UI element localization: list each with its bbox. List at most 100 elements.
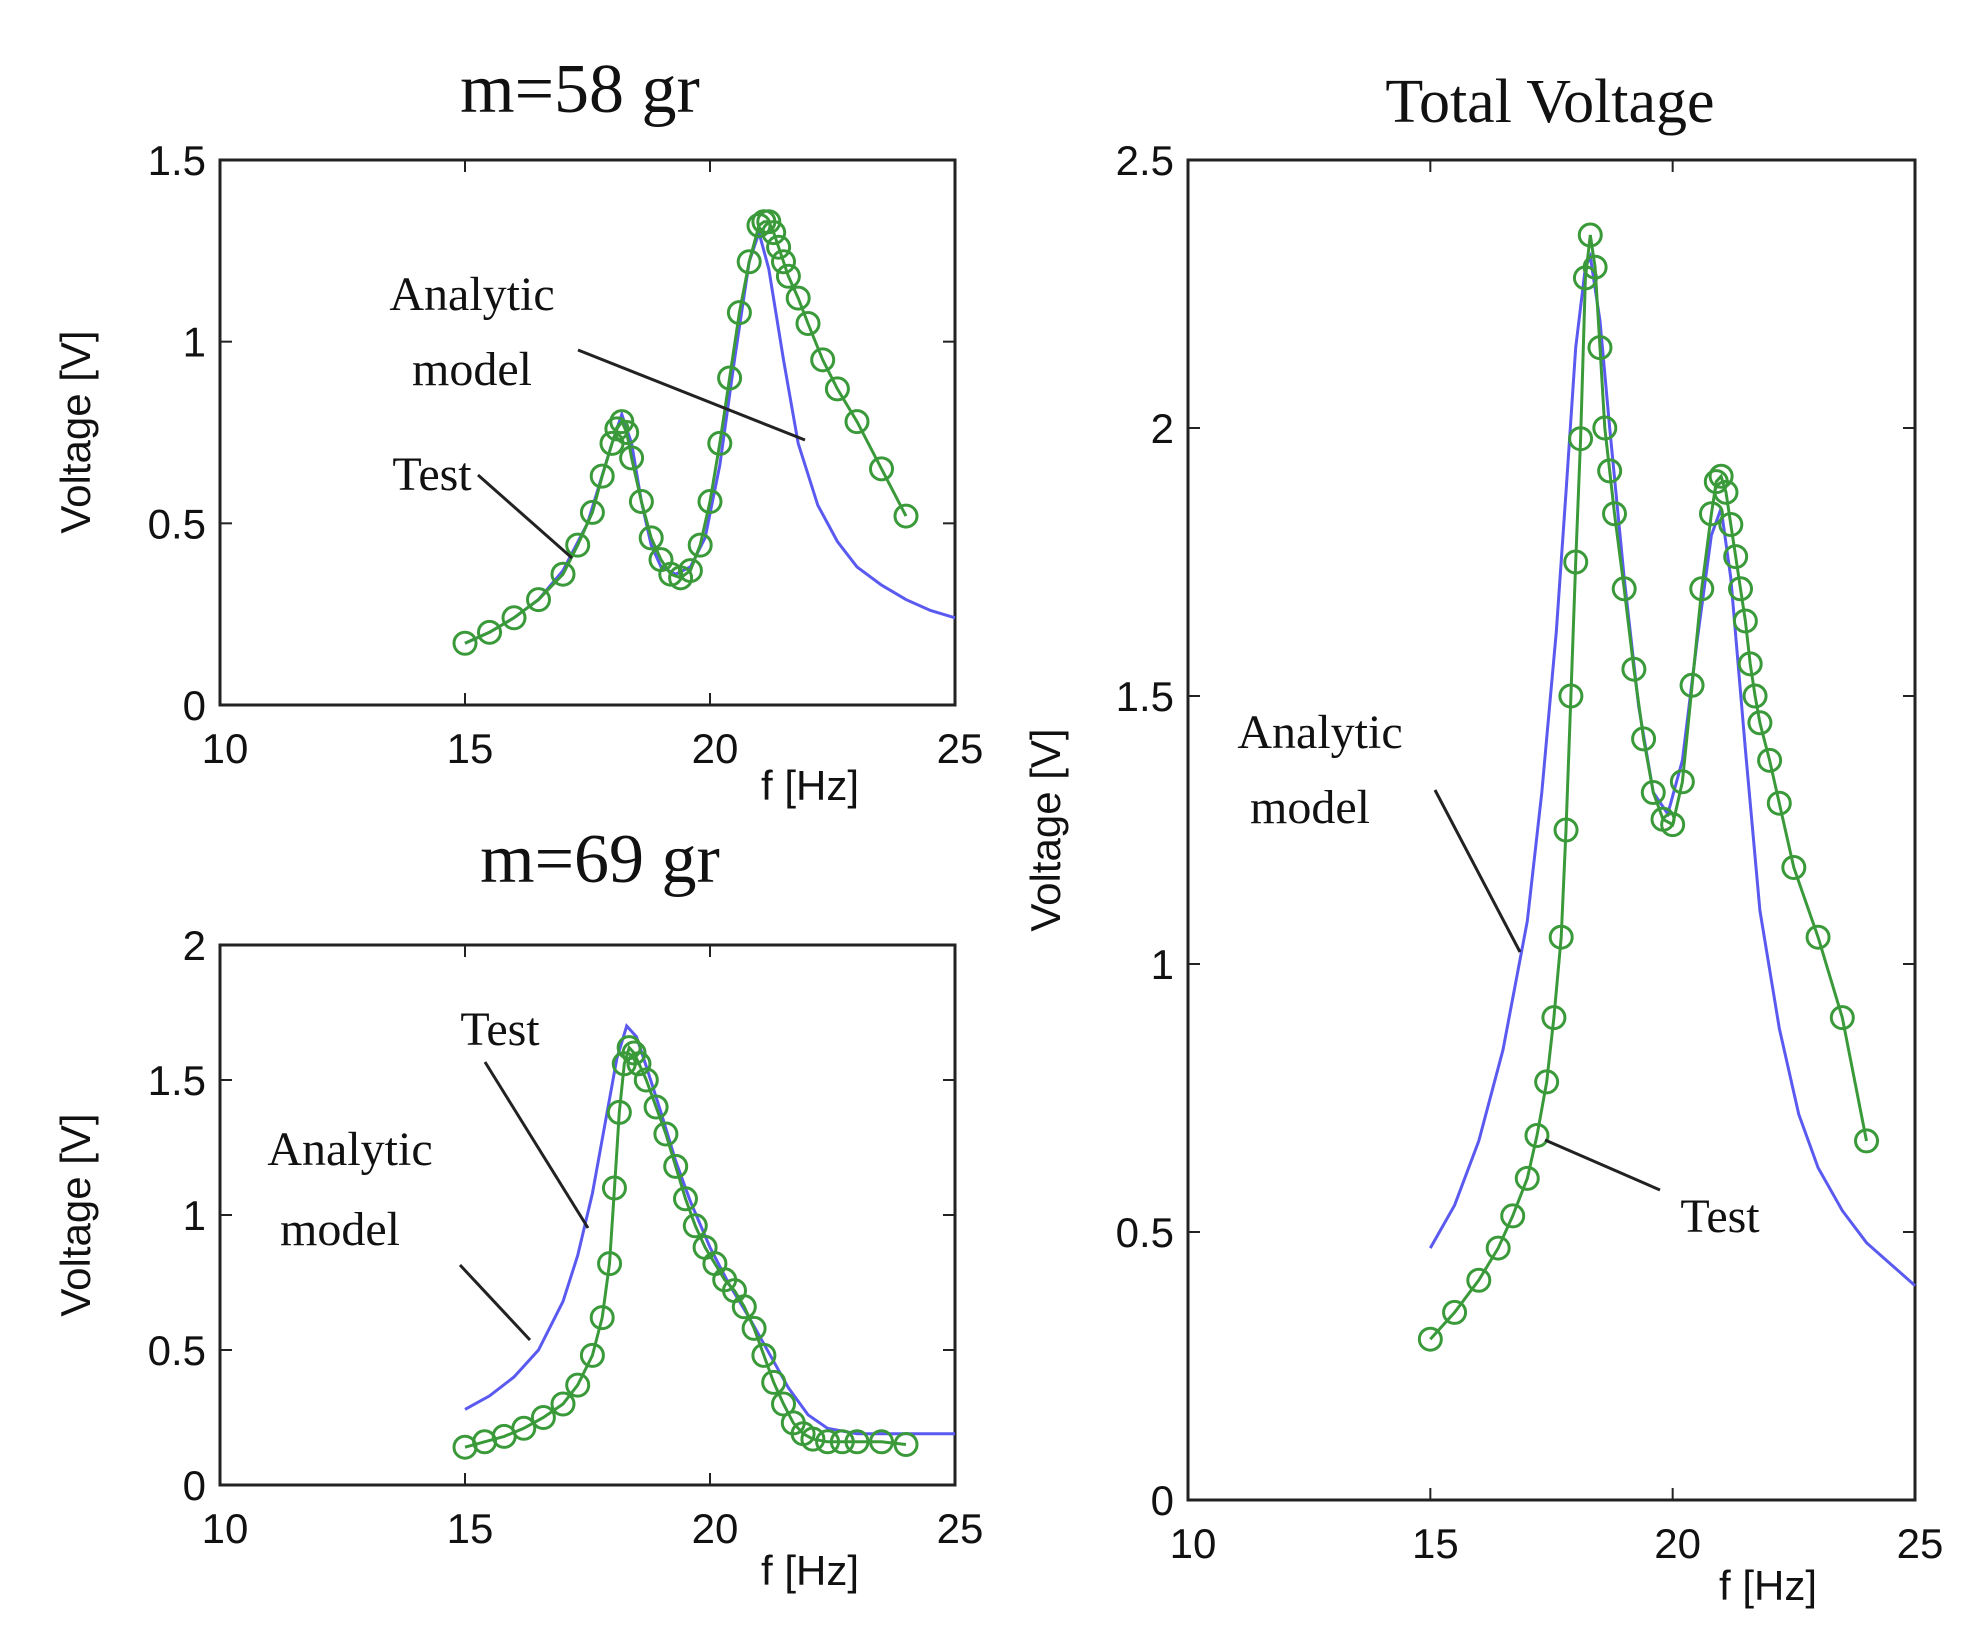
chart-m69-ylabel: Voltage [V]: [52, 1113, 99, 1316]
chart-total-xtick-label: 20: [1654, 1520, 1701, 1567]
chart-m58-test-point: [761, 220, 787, 246]
chart-m69-test-point: [751, 1342, 777, 1368]
chart-m58-test-point: [893, 503, 919, 529]
chart-m69-ytick-label: 1.5: [148, 1057, 206, 1104]
chart-m58-test-point: [501, 605, 527, 631]
chart-m58-annotation-analytic-leader: [577, 348, 806, 442]
chart-m69-test-point: [633, 1067, 659, 1093]
chart-total-test-point: [1723, 544, 1749, 570]
chart-m69-test-point: [815, 1429, 841, 1455]
chart-m58: m=58 gr 10 15 20 25 0 0.5 1 1.5 f [Hz] Voltage …: [52, 51, 983, 809]
chart-m69-test-point: [589, 1305, 615, 1331]
chart-total-xtick-label: 25: [1897, 1520, 1944, 1567]
chart-m69-test-point: [844, 1429, 870, 1455]
chart-total-test-point: [1728, 576, 1754, 602]
chart-total-test-point: [1485, 1235, 1511, 1261]
chart-total-test-point: [1640, 779, 1666, 805]
chart-total-ytick-label: 1.5: [1116, 673, 1174, 720]
chart-total-test-point: [1553, 817, 1579, 843]
chart-total-test-point: [1563, 549, 1589, 575]
chart-total-test-point: [1679, 672, 1705, 698]
chart-m69-test-point: [829, 1429, 855, 1455]
chart-total-annotation-test-leader: [1544, 1138, 1661, 1192]
chart-m69-test-point: [731, 1294, 757, 1320]
chart-m69-test-point: [601, 1175, 627, 1201]
chart-m58-test-point: [824, 376, 850, 402]
chart-m58-xtick-label: 20: [692, 725, 739, 772]
chart-m58-annotation-analytic-line2: model: [412, 343, 532, 396]
chart-total-test-point: [1631, 726, 1657, 752]
chart-m69-annotation-test: Test: [460, 1003, 540, 1056]
chart-total-test-point: [1524, 1123, 1550, 1149]
chart-total-test-point: [1737, 651, 1763, 677]
chart-total-test-point: [1548, 924, 1574, 950]
chart-m69-test-point: [741, 1315, 767, 1341]
chart-m69-xtick-label: 10: [202, 1505, 249, 1552]
chart-m58-test-point: [589, 463, 615, 489]
chart-m58-test-point: [707, 430, 733, 456]
chart-total-test-point: [1689, 576, 1715, 602]
chart-total-test-point: [1742, 683, 1768, 709]
chart-m69-annotation-analytic-leader: [458, 1263, 532, 1342]
chart-m69-xtick-label: 20: [692, 1505, 739, 1552]
chart-m69-ytick-label: 0.5: [148, 1327, 206, 1374]
chart-m69-ytick-label: 1: [183, 1192, 206, 1239]
chart-m69-ytick-label: 2: [183, 922, 206, 969]
chart-m69-xtick-label: 15: [447, 1505, 494, 1552]
chart-m69: m=69 gr 10 15 20 25 0 0.5 1 1.5 2 f [Hz] Voltage…: [52, 821, 983, 1594]
chart-m58-test-point: [565, 532, 591, 558]
chart-m69-test-point: [579, 1342, 605, 1368]
chart-m69-test-point: [530, 1405, 556, 1430]
chart-m58-test-point: [844, 409, 870, 435]
chart-m58-test-point: [766, 234, 792, 260]
chart-m69-test-point: [663, 1153, 689, 1179]
chart-m58-test-point: [687, 532, 713, 558]
chart-m58-xtick-label: 25: [937, 725, 984, 772]
chart-m69-xtick-label: 25: [937, 1505, 984, 1552]
chart-total-test-point: [1568, 426, 1594, 452]
chart-total-test-point: [1669, 769, 1695, 795]
chart-m58-test-point: [677, 558, 703, 584]
chart-m69-annotation-test-leader: [483, 1061, 590, 1229]
chart-total-annotation-analytic-line1: Analytic: [1237, 706, 1402, 759]
chart-m69-test-point: [761, 1369, 787, 1395]
chart-total-test-point: [1602, 501, 1628, 527]
chart-total-analytic-line: [1428, 251, 1916, 1287]
chart-total-test-line: [1429, 234, 1868, 1341]
chart-m69-test-point: [800, 1426, 826, 1452]
chart-m58-ytick-label: 0.5: [148, 500, 206, 547]
chart-m58-title: m=58 gr: [460, 51, 700, 128]
chart-total-test-point: [1514, 1165, 1540, 1191]
chart-m58-plot-area: [218, 158, 957, 707]
chart-total-test-point: [1713, 479, 1739, 505]
chart-total-annotation-analytic-leader: [1433, 789, 1522, 953]
chart-total-test-point: [1534, 1069, 1560, 1095]
chart-total-test-point: [1611, 576, 1637, 602]
chart-m69-analytic-line: [464, 1023, 955, 1436]
chart-m58-test-point: [717, 365, 743, 391]
chart-m69-xlabel: f [Hz]: [761, 1547, 859, 1594]
chart-m58-annotation-test-leader: [477, 473, 573, 560]
chart-total-test-point: [1541, 1005, 1567, 1031]
chart-total-ytick-label: 0.5: [1116, 1209, 1174, 1256]
chart-total-test-point: [1757, 747, 1783, 773]
chart-total-ylabel: Voltage [V]: [1022, 728, 1069, 931]
chart-m69-ytick-label: 0: [183, 1462, 206, 1509]
chart-m58-test-point: [775, 263, 801, 289]
chart-total-test-point: [1558, 683, 1584, 709]
chart-total-test-point: [1597, 458, 1623, 484]
chart-m69-title: m=69 gr: [480, 821, 720, 898]
chart-m69-test-point: [653, 1121, 679, 1147]
chart-total-test-point: [1766, 790, 1792, 816]
chart-m58-test-point: [614, 420, 640, 445]
chart-m58-test-point: [726, 300, 752, 326]
chart-total-test-point: [1442, 1299, 1468, 1325]
chart-total-test-point: [1466, 1267, 1492, 1293]
chart-m58-test-point: [869, 456, 894, 482]
chart-total-plot-area: [1186, 158, 1917, 1502]
chart-m58-test-point: [526, 587, 551, 613]
chart-m58-test-point: [579, 499, 605, 525]
chart-total-test-point: [1747, 710, 1773, 736]
chart-m69-test-point: [511, 1415, 537, 1441]
